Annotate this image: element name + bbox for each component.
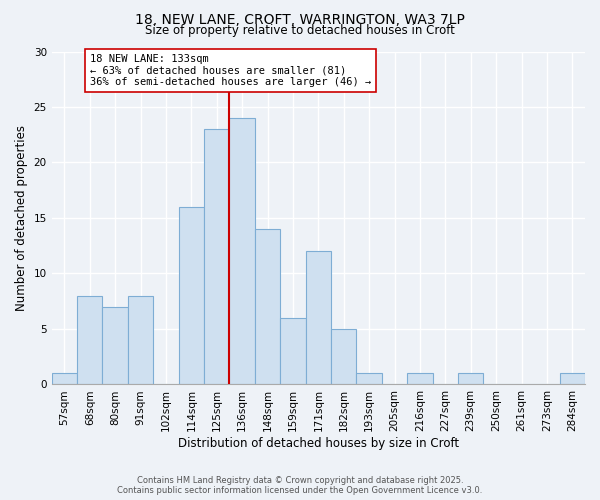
- X-axis label: Distribution of detached houses by size in Croft: Distribution of detached houses by size …: [178, 437, 459, 450]
- Bar: [128, 296, 153, 384]
- Text: 18, NEW LANE, CROFT, WARRINGTON, WA3 7LP: 18, NEW LANE, CROFT, WARRINGTON, WA3 7LP: [135, 12, 465, 26]
- Bar: [255, 229, 280, 384]
- Y-axis label: Number of detached properties: Number of detached properties: [15, 125, 28, 311]
- Text: Contains HM Land Registry data © Crown copyright and database right 2025.
Contai: Contains HM Land Registry data © Crown c…: [118, 476, 482, 495]
- Bar: [458, 374, 484, 384]
- Bar: [229, 118, 255, 384]
- Text: Size of property relative to detached houses in Croft: Size of property relative to detached ho…: [145, 24, 455, 37]
- Bar: [52, 374, 77, 384]
- Bar: [280, 318, 305, 384]
- Bar: [103, 307, 128, 384]
- Bar: [356, 374, 382, 384]
- Text: 18 NEW LANE: 133sqm
← 63% of detached houses are smaller (81)
36% of semi-detach: 18 NEW LANE: 133sqm ← 63% of detached ho…: [90, 54, 371, 87]
- Bar: [305, 252, 331, 384]
- Bar: [407, 374, 433, 384]
- Bar: [204, 129, 229, 384]
- Bar: [560, 374, 585, 384]
- Bar: [179, 207, 204, 384]
- Bar: [77, 296, 103, 384]
- Bar: [331, 329, 356, 384]
